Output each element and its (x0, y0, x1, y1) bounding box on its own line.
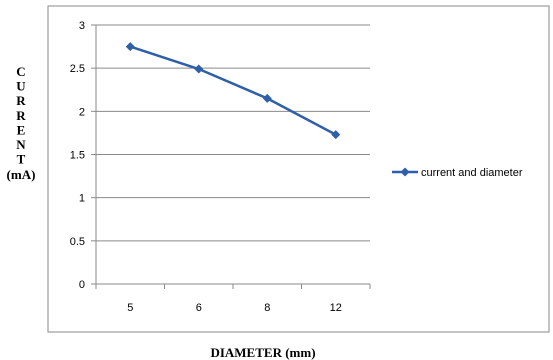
y-tick-label: 2 (79, 106, 85, 118)
x-tick-label: 6 (196, 302, 202, 314)
y-axis-title-letter: C (16, 64, 25, 79)
legend-label: current and diameter (421, 167, 523, 179)
x-tick-label: 12 (330, 302, 342, 314)
data-point-marker (194, 64, 204, 74)
axes (91, 24, 371, 289)
y-tick-label: 1.5 (70, 150, 85, 162)
y-axis-title-letter: T (17, 152, 26, 167)
x-axis-title: DIAMETER (mm) (210, 345, 315, 360)
chart-frame (47, 5, 550, 333)
y-tick-label: 3 (79, 20, 85, 32)
x-tick-label: 8 (264, 302, 270, 314)
y-axis-title-letter: R (16, 93, 26, 108)
series-layer (125, 42, 341, 140)
data-point-marker (125, 42, 135, 52)
y-axis-title-letter: N (16, 137, 26, 152)
x-tick-label: 5 (127, 302, 133, 314)
y-axis-title-letter: U (16, 79, 26, 94)
legend: current and diameter (392, 167, 523, 179)
y-axis-title-unit: (mA) (7, 167, 36, 182)
data-point-marker (331, 130, 341, 140)
series-line (129, 45, 337, 136)
legend-diamond-marker (400, 167, 410, 177)
gridlines (96, 24, 370, 242)
y-axis-title-letter: E (17, 122, 26, 137)
data-point-marker (262, 93, 272, 103)
y-tick-label: 0 (79, 279, 85, 291)
x-tick-labels: 5 6 8 12 (127, 302, 342, 314)
y-tick-label: 2.5 (70, 63, 85, 75)
y-tick-label: 0.5 (70, 236, 85, 248)
y-tick-label: 1 (79, 193, 85, 205)
y-tick-labels: 0 0.5 1 1.5 2 2.5 3 (70, 20, 85, 291)
y-axis-title-letter: R (16, 108, 26, 123)
